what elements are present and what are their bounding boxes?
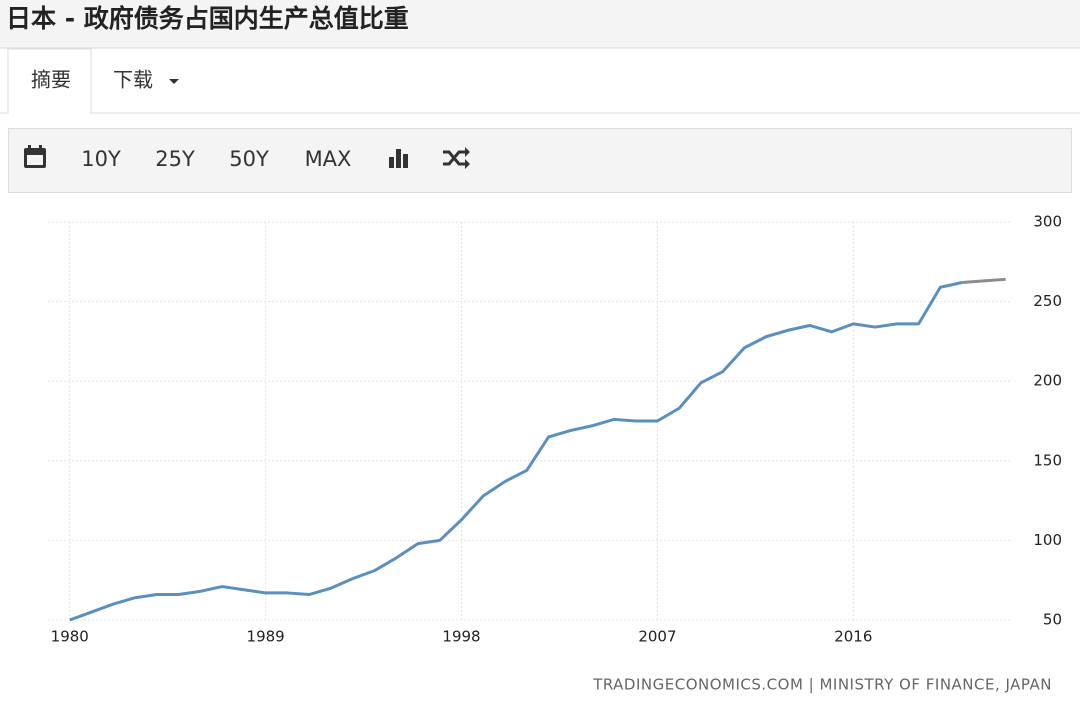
tab[interactable]: 下载 bbox=[113, 68, 153, 92]
line bbox=[69, 281, 963, 622]
range-button[interactable]: MAX bbox=[305, 147, 352, 171]
y-tick-label: 300 bbox=[1033, 213, 1062, 231]
x-tick-label: 1989 bbox=[247, 628, 285, 646]
tab[interactable]: 摘要 bbox=[31, 68, 71, 92]
y-tick-label: 250 bbox=[1033, 292, 1062, 310]
tab-gap bbox=[9, 110, 90, 116]
x-tick-label: 1980 bbox=[51, 628, 89, 646]
range-button[interactable]: 10Y bbox=[81, 147, 121, 171]
bar-chart-icon[interactable] bbox=[389, 149, 408, 168]
y-tick-label: 50 bbox=[1043, 611, 1062, 629]
x-tick-label: 1998 bbox=[442, 628, 480, 646]
y-tick-label: 150 bbox=[1033, 451, 1062, 469]
dropdown-caret bbox=[169, 79, 179, 84]
toolbar bbox=[8, 128, 1072, 193]
x-tick-label: 2016 bbox=[834, 628, 872, 646]
line bbox=[962, 277, 1006, 284]
page-title: 日本 - 政府债务占国内生产总值比重 bbox=[6, 4, 409, 33]
title-bar bbox=[0, 0, 1080, 48]
x-tick-label: 2007 bbox=[638, 628, 676, 646]
range-button[interactable]: 25Y bbox=[155, 147, 195, 171]
shuffle-icon[interactable] bbox=[443, 147, 470, 169]
y-tick-label: 200 bbox=[1033, 372, 1062, 390]
calendar-icon[interactable] bbox=[24, 145, 46, 168]
tab-frame bbox=[7, 48, 92, 113]
source: TRADINGECONOMICS.COM | MINISTRY OF FINAN… bbox=[592, 676, 1052, 694]
range-button[interactable]: 50Y bbox=[229, 147, 269, 171]
y-tick-label: 100 bbox=[1033, 531, 1062, 549]
plot: 50 100 150 200 250 300 1980 1989 1998 2007 2016 bbox=[48, 213, 1062, 646]
